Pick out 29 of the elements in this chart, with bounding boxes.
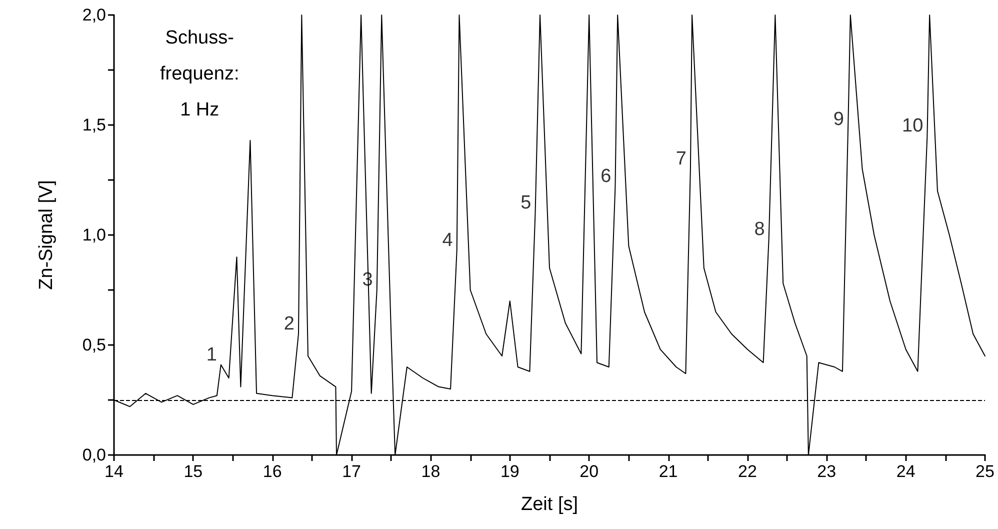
y-tick-label: 1,5 (82, 116, 106, 134)
y-tick-label: 1,0 (82, 226, 106, 244)
x-tick-label: 22 (738, 462, 757, 481)
x-axis-title: Zeit [s] (520, 494, 578, 515)
annotation: 7 (676, 148, 686, 170)
annotation: 9 (833, 108, 844, 130)
annotation: 4 (442, 230, 454, 251)
annotation: 6 (600, 166, 612, 188)
y-tick-label: 0,5 (82, 336, 106, 354)
annotation: 1 (206, 344, 217, 366)
x-tick-label: 18 (421, 462, 440, 481)
annotation: 2 (284, 314, 294, 334)
x-tick-label: 19 (500, 462, 520, 481)
x-tick-label: 25 (976, 462, 994, 481)
annotation: Schuss- frequenz: 1 Hz (160, 28, 240, 120)
x-tick-label: 17 (342, 462, 362, 481)
annotation: 10 (902, 116, 924, 136)
x-tick-label: 20 (580, 462, 599, 481)
x-tick-label: 15 (184, 462, 203, 481)
x-tick-label: 16 (262, 462, 282, 481)
y-tick-label: 2,0 (82, 6, 106, 24)
x-tick-label: 14 (104, 462, 124, 481)
annotation: 5 (520, 192, 532, 214)
y-tick-label: 0,0 (82, 446, 106, 464)
x-tick-label: 23 (817, 462, 836, 481)
x-tick-label: 21 (658, 462, 678, 481)
annotation: 8 (754, 218, 765, 240)
y-axis-title: Zn-Signal [V] (36, 180, 57, 290)
x-tick-label: 24 (896, 462, 916, 481)
